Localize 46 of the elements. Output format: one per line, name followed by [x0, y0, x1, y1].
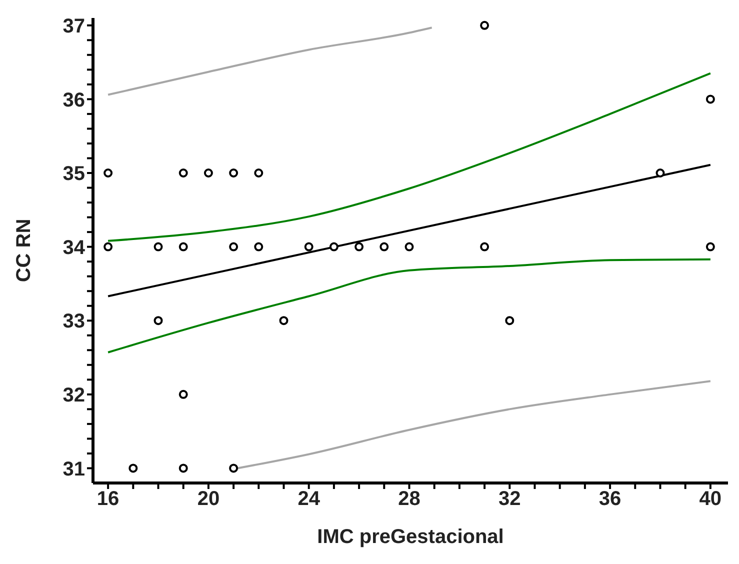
- point: [254, 242, 264, 252]
- y-tick-label: 31: [62, 458, 85, 480]
- point: [204, 168, 213, 178]
- point: [154, 316, 163, 326]
- x-tick-label: 16: [96, 488, 120, 510]
- line-series: [107, 26, 433, 96]
- point: [329, 242, 338, 252]
- point: [178, 390, 188, 399]
- y-tick-label: 37: [62, 15, 85, 38]
- point: [178, 168, 188, 178]
- x-tick-label: 28: [398, 488, 420, 510]
- y-tick-label: 34: [62, 236, 86, 259]
- point: [404, 242, 414, 252]
- point: [656, 168, 665, 178]
- y-tick-label: 32: [62, 384, 85, 407]
- x-tick-label: 24: [298, 488, 321, 510]
- point: [480, 20, 490, 30]
- point: [178, 464, 188, 473]
- x-tick-label: 40: [699, 488, 722, 510]
- point: [505, 316, 514, 326]
- point: [706, 242, 715, 252]
- point: [380, 242, 389, 252]
- y-tick-label: 33: [62, 310, 85, 333]
- point: [279, 316, 288, 326]
- y-axis-title: CC RN: [13, 218, 36, 282]
- x-tick-label: 20: [197, 488, 220, 510]
- point: [104, 168, 113, 178]
- point: [254, 168, 264, 178]
- line-series: [107, 258, 712, 354]
- point: [178, 242, 188, 252]
- y-tick-label: 35: [62, 163, 85, 186]
- point: [354, 242, 364, 252]
- point: [480, 242, 490, 252]
- point: [229, 464, 238, 473]
- point: [154, 242, 163, 252]
- x-axis-title: IMC preGestacional: [317, 526, 504, 548]
- point: [304, 242, 314, 252]
- y-tick-label: 36: [62, 89, 85, 112]
- point: [104, 242, 113, 252]
- point: [229, 242, 238, 252]
- x-tick-label: 32: [498, 488, 521, 510]
- point: [706, 94, 715, 104]
- point: [128, 464, 138, 473]
- point: [229, 168, 238, 178]
- x-tick-label: 36: [598, 488, 622, 510]
- line-series: [107, 72, 712, 242]
